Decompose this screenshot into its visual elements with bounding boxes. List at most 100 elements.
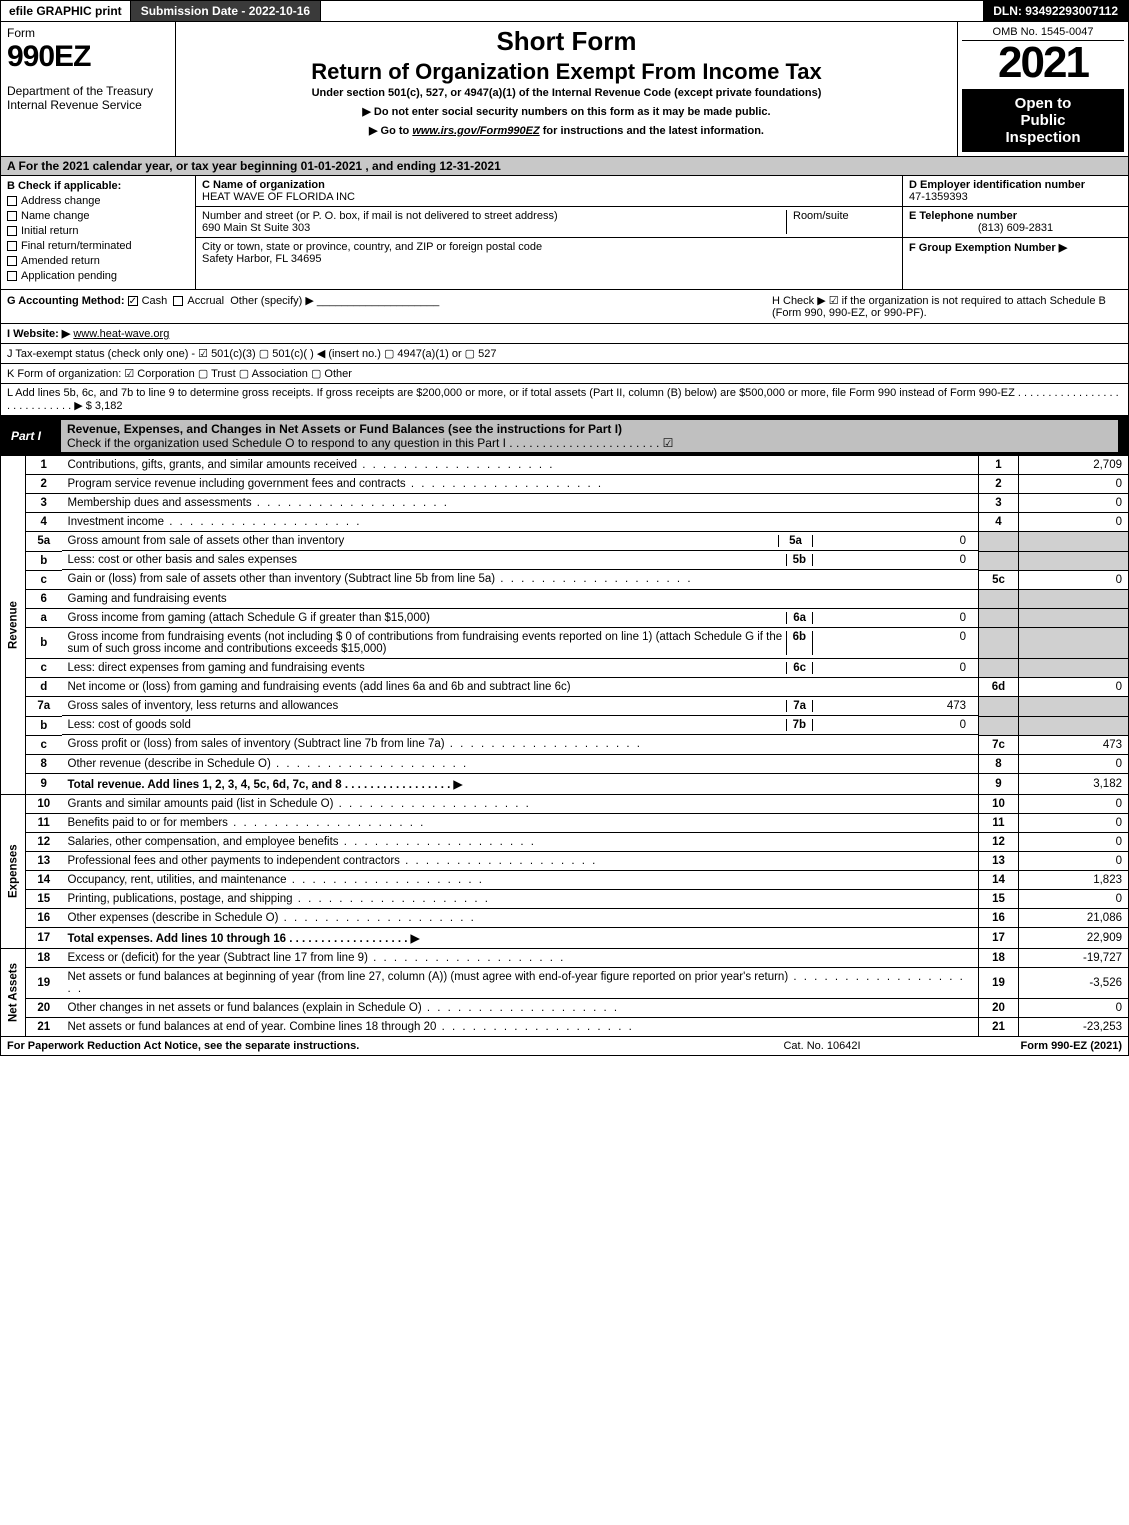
website-label: I Website: ▶ bbox=[7, 328, 70, 340]
line-21-rnum: 21 bbox=[979, 1017, 1019, 1036]
chk-name-change[interactable]: Name change bbox=[7, 210, 189, 222]
line-7b: bLess: cost of goods sold7b0 bbox=[1, 716, 1129, 735]
line-7a-num: 7a bbox=[26, 697, 62, 717]
line-6b-rnum bbox=[979, 628, 1019, 659]
line-11-rnum: 11 bbox=[979, 813, 1019, 832]
chk-cash[interactable] bbox=[128, 296, 138, 306]
line-6b-num: b bbox=[26, 628, 62, 659]
line-6a: a Gross income from gaming (attach Schedu… bbox=[1, 608, 1129, 628]
open-to-public-box: Open to Public Inspection bbox=[962, 89, 1124, 152]
line-14-rnum: 14 bbox=[979, 870, 1019, 889]
line-6a-midval: 0 bbox=[812, 612, 972, 624]
chk-address-change-label: Address change bbox=[21, 195, 101, 207]
line-8: 8Other revenue (describe in Schedule O)8… bbox=[1, 754, 1129, 773]
row-j-tax-exempt: J Tax-exempt status (check only one) - ☑… bbox=[0, 344, 1129, 364]
line-5c-rnum: 5c bbox=[979, 570, 1019, 589]
line-10: Expenses 10Grants and similar amounts pa… bbox=[1, 794, 1129, 813]
line-9-desc: Total revenue. Add lines 1, 2, 3, 4, 5c,… bbox=[68, 779, 463, 791]
chk-application-pending[interactable]: Application pending bbox=[7, 270, 189, 282]
line-15-num: 15 bbox=[26, 889, 62, 908]
line-7c-desc: Gross profit or (loss) from sales of inv… bbox=[62, 735, 979, 754]
line-13: 13Professional fees and other payments t… bbox=[1, 851, 1129, 870]
line-16-val: 21,086 bbox=[1019, 908, 1129, 927]
part-1-header: Part I Revenue, Expenses, and Changes in… bbox=[0, 416, 1129, 456]
line-3-desc: Membership dues and assessments bbox=[62, 494, 979, 513]
chk-amended-return[interactable]: Amended return bbox=[7, 255, 189, 267]
part-1-check: Check if the organization used Schedule … bbox=[67, 436, 673, 450]
line-8-rnum: 8 bbox=[979, 754, 1019, 773]
line-6b-desc: Gross income from fundraising events (no… bbox=[68, 631, 786, 655]
street-value: 690 Main St Suite 303 bbox=[202, 222, 310, 234]
line-14: 14Occupancy, rent, utilities, and mainte… bbox=[1, 870, 1129, 889]
page-footer: For Paperwork Reduction Act Notice, see … bbox=[0, 1037, 1129, 1056]
line-7b-num: b bbox=[26, 716, 62, 735]
topbar-spacer bbox=[321, 1, 983, 21]
line-6c-midval: 0 bbox=[812, 662, 972, 674]
line-11-val: 0 bbox=[1019, 813, 1129, 832]
line-10-desc: Grants and similar amounts paid (list in… bbox=[62, 794, 979, 813]
website-url[interactable]: www.heat-wave.org bbox=[73, 328, 169, 340]
header-center: Short Form Return of Organization Exempt… bbox=[176, 22, 958, 156]
line-5c: cGain or (loss) from sale of assets othe… bbox=[1, 570, 1129, 589]
side-expenses: Expenses bbox=[1, 794, 26, 948]
chk-name-change-label: Name change bbox=[21, 210, 90, 222]
line-6d: dNet income or (loss) from gaming and fu… bbox=[1, 678, 1129, 697]
side-revenue: Revenue bbox=[1, 456, 26, 794]
chk-accrual[interactable] bbox=[173, 296, 183, 306]
line-4-desc: Investment income bbox=[62, 513, 979, 532]
line-5b-rnum bbox=[979, 551, 1019, 570]
line-18-num: 18 bbox=[26, 948, 62, 967]
line-6b-midval: 0 bbox=[812, 631, 972, 655]
efile-print-button[interactable]: efile GRAPHIC print bbox=[1, 1, 131, 21]
chk-address-change[interactable]: Address change bbox=[7, 195, 189, 207]
line-5a-num: 5a bbox=[26, 532, 62, 552]
line-1-rnum: 1 bbox=[979, 456, 1019, 475]
line-1-num: 1 bbox=[26, 456, 62, 475]
line-9: 9 Total revenue. Add lines 1, 2, 3, 4, 5c… bbox=[1, 773, 1129, 794]
line-20: 20Other changes in net assets or fund ba… bbox=[1, 998, 1129, 1017]
line-20-val: 0 bbox=[1019, 998, 1129, 1017]
chk-final-return[interactable]: Final return/terminated bbox=[7, 240, 189, 252]
line-11-num: 11 bbox=[26, 813, 62, 832]
line-5b-midval: 0 bbox=[812, 554, 972, 566]
street-label: Number and street (or P. O. box, if mail… bbox=[202, 210, 558, 222]
line-1-desc: Contributions, gifts, grants, and simila… bbox=[62, 456, 979, 475]
line-17-desc: Total expenses. Add lines 10 through 16 … bbox=[68, 933, 420, 945]
line-6c-desc: Less: direct expenses from gaming and fu… bbox=[68, 662, 787, 674]
line-18-rnum: 18 bbox=[979, 948, 1019, 967]
line-2-desc: Program service revenue including govern… bbox=[62, 475, 979, 494]
goto-pre: ▶ Go to bbox=[369, 125, 412, 137]
line-18-desc: Excess or (deficit) for the year (Subtra… bbox=[62, 948, 979, 967]
line-6a-desc: Gross income from gaming (attach Schedul… bbox=[68, 612, 787, 624]
line-10-num: 10 bbox=[26, 794, 62, 813]
line-7c-num: c bbox=[26, 735, 62, 754]
line-6c-rval bbox=[1019, 659, 1129, 678]
org-name: HEAT WAVE OF FLORIDA INC bbox=[202, 191, 355, 203]
line-6a-num: a bbox=[26, 608, 62, 628]
chk-initial-return[interactable]: Initial return bbox=[7, 225, 189, 237]
chk-initial-label: Initial return bbox=[21, 225, 78, 237]
line-7a-rnum bbox=[979, 697, 1019, 717]
line-2-val: 0 bbox=[1019, 475, 1129, 494]
line-6d-num: d bbox=[26, 678, 62, 697]
line-7b-midval: 0 bbox=[812, 719, 972, 731]
line-2-rnum: 2 bbox=[979, 475, 1019, 494]
line-7b-desc: Less: cost of goods sold bbox=[68, 719, 786, 731]
form-number: 990EZ bbox=[7, 40, 169, 74]
row-k-form-org: K Form of organization: ☑ Corporation ▢ … bbox=[0, 364, 1129, 384]
line-6-desc: Gaming and fundraising events bbox=[62, 589, 979, 608]
line-19-num: 19 bbox=[26, 967, 62, 998]
line-16-num: 16 bbox=[26, 908, 62, 927]
line-6d-desc: Net income or (loss) from gaming and fun… bbox=[62, 678, 979, 697]
line-8-num: 8 bbox=[26, 754, 62, 773]
line-1: Revenue 1 Contributions, gifts, grants, … bbox=[1, 456, 1129, 475]
line-6d-val: 0 bbox=[1019, 678, 1129, 697]
line-19-rnum: 19 bbox=[979, 967, 1019, 998]
line-7b-rnum bbox=[979, 716, 1019, 735]
line-9-num: 9 bbox=[26, 773, 62, 794]
other-specify-label: Other (specify) ▶ bbox=[230, 295, 314, 307]
section-b-label: B Check if applicable: bbox=[7, 180, 189, 192]
form-header: Form 990EZ Department of the Treasury In… bbox=[0, 22, 1129, 157]
line-12-num: 12 bbox=[26, 832, 62, 851]
goto-link[interactable]: www.irs.gov/Form990EZ bbox=[412, 125, 539, 137]
